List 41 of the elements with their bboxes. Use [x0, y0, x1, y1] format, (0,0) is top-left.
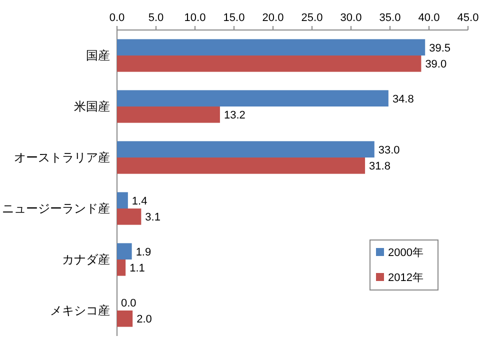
bar	[117, 106, 220, 123]
data-label: 34.8	[392, 93, 414, 106]
data-label: 0.0	[121, 297, 136, 310]
data-label: 1.9	[136, 246, 152, 258]
x-tick-label: 25.0	[301, 12, 323, 24]
x-tick-label: 20.0	[262, 12, 284, 24]
legend-label: 2000年	[388, 247, 424, 259]
y-tick-label: 国産	[86, 48, 110, 62]
x-tick-label: 40.0	[418, 12, 440, 24]
x-tick-label: 35.0	[379, 12, 401, 24]
x-tick-label: 15.0	[223, 12, 245, 24]
bar	[117, 141, 374, 158]
bar	[117, 310, 133, 327]
data-label: 39.5	[429, 42, 451, 54]
data-label: 2.0	[136, 314, 152, 326]
x-tick-label: 10.0	[184, 12, 206, 24]
x-tick-label: 45.0	[457, 12, 479, 24]
bar	[117, 260, 126, 276]
y-tick-label: カナダ産	[62, 252, 110, 266]
data-label: 1.1	[130, 262, 145, 275]
y-tick-label: メキシコ産	[50, 304, 110, 318]
legend-label: 2012年	[388, 272, 424, 284]
data-label: 1.4	[132, 195, 148, 208]
y-tick-label: ニュージーランド産	[2, 202, 110, 216]
data-label: 31.8	[369, 160, 390, 173]
x-tick-label: 0.0	[109, 12, 125, 24]
bar	[117, 39, 426, 56]
bar	[117, 90, 388, 106]
bar	[117, 158, 366, 174]
bar	[117, 192, 128, 208]
data-label: 33.0	[378, 144, 400, 156]
x-tick-label: 30.0	[340, 12, 362, 24]
x-tick-label: 5.0	[148, 12, 164, 24]
y-tick-label: オーストラリア産	[14, 150, 110, 164]
bar	[117, 56, 422, 72]
bar	[117, 208, 142, 225]
y-tick-label: 米国産	[74, 100, 110, 114]
data-label: 13.2	[224, 110, 246, 122]
data-label: 39.0	[425, 58, 447, 71]
bar	[117, 243, 132, 260]
data-label: 3.1	[145, 212, 160, 224]
